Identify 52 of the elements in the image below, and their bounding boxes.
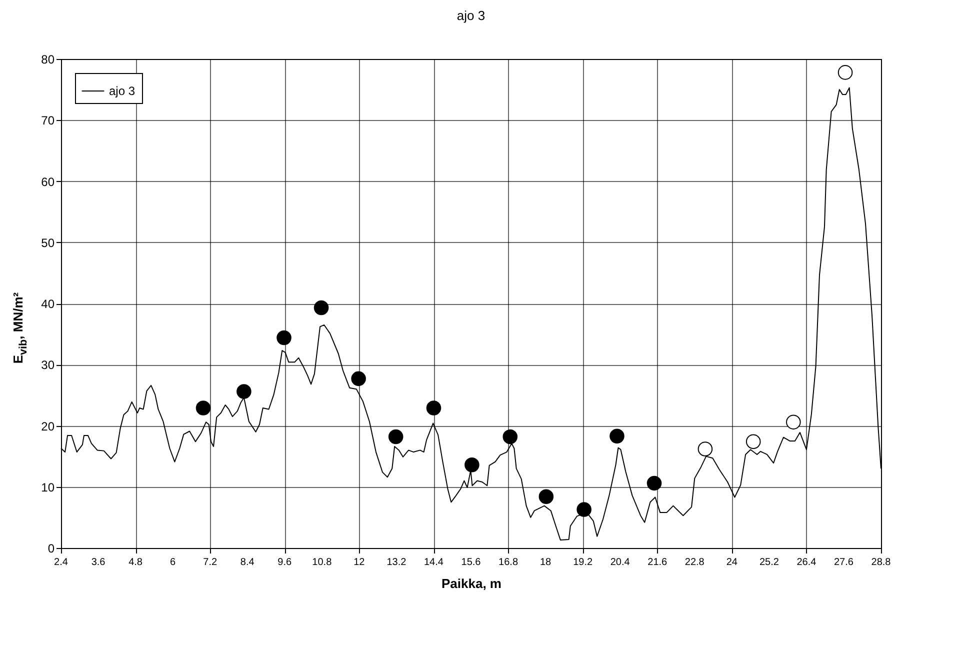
point: [196, 400, 211, 416]
x-tick-label: 6: [170, 557, 176, 568]
point: [236, 384, 252, 399]
point: [610, 428, 624, 444]
point: [646, 476, 662, 491]
x-tick-label: 21.6: [648, 557, 668, 568]
x-tick-label: 3.6: [91, 557, 106, 568]
x-tick-label: 24: [726, 557, 738, 568]
x-tick-label: 12: [354, 557, 366, 568]
point: [464, 457, 480, 472]
x-tick-label: 16.8: [498, 557, 518, 568]
point: [538, 489, 554, 504]
x-tick-label: 28.8: [871, 557, 892, 568]
point: [276, 330, 292, 346]
y-tick-label: 30: [41, 358, 55, 372]
x-tick-label: 22.8: [684, 557, 705, 568]
x-tick-label: 25.2: [759, 557, 780, 568]
x-tick-label: 9.6: [278, 557, 292, 568]
y-tick-label: 0: [48, 542, 55, 556]
point: [838, 65, 853, 80]
x-tick-label: 18: [540, 557, 552, 568]
x-tick-label: 27.6: [834, 557, 854, 568]
y-tick-label: 60: [41, 174, 55, 189]
y-tick-label: 80: [41, 52, 55, 66]
y-tick-label: 50: [41, 236, 55, 250]
x-tick-label: 7.2: [203, 557, 218, 568]
x-tick-label: 20.4: [610, 557, 630, 568]
y-tick-label: 70: [41, 114, 55, 128]
x-tick-label: 13.2: [386, 557, 407, 568]
point: [576, 502, 592, 517]
x-tick-label: 8.4: [240, 557, 255, 568]
point: [786, 414, 801, 430]
point: [388, 429, 404, 444]
x-axis-title: Paikka, m: [442, 576, 502, 591]
chart-title: ajo 3: [456, 8, 486, 23]
point: [698, 442, 713, 456]
y-tick-label: 20: [41, 419, 55, 434]
y-tick-label: 40: [41, 297, 55, 311]
x-tick-label: 4.8: [128, 557, 143, 568]
x-tick-label: 2.4: [54, 557, 68, 568]
point: [502, 429, 518, 444]
x-tick-label: 15.6: [461, 557, 482, 568]
point: [746, 434, 761, 450]
x-tick-label: 19.2: [573, 557, 593, 568]
legend-label: ajo 3: [109, 84, 136, 98]
x-tick-label: 26.4: [796, 557, 817, 568]
point: [314, 300, 329, 316]
x-tick-label: 14.4: [424, 557, 444, 568]
point: [426, 400, 442, 416]
y-tick-label: 10: [41, 480, 55, 494]
x-tick-label: 10.8: [312, 557, 332, 568]
point: [351, 371, 366, 386]
